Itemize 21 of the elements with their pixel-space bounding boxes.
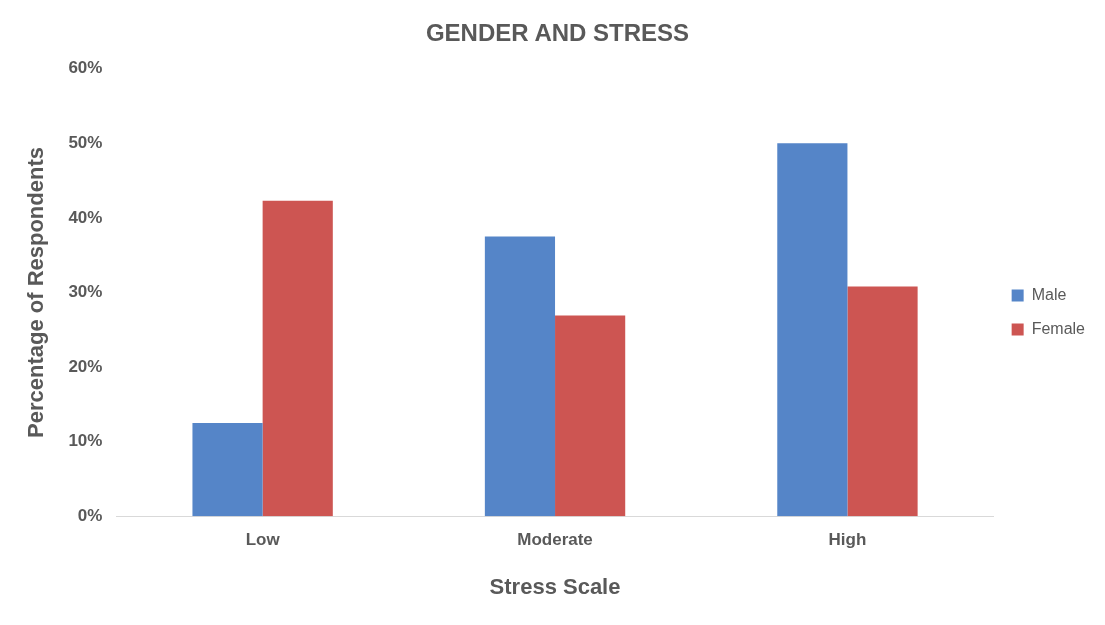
bar (262, 200, 333, 517)
bar (484, 236, 556, 517)
bar (555, 315, 626, 517)
y-tick-label: 10% (68, 431, 103, 451)
x-tick-label: Moderate (517, 530, 593, 550)
y-tick-label: 40% (68, 207, 103, 227)
bar (192, 422, 263, 517)
y-tick-label: 20% (68, 356, 103, 376)
y-tick-label: 0% (77, 505, 103, 525)
bar (847, 286, 918, 517)
x-axis-title: Stress Scale (489, 573, 621, 599)
x-tick-label: High (828, 530, 867, 550)
y-tick-label: 30% (68, 282, 103, 302)
legend-label: Female (1031, 319, 1086, 337)
legend-label: Male (1031, 285, 1067, 303)
y-tick-label: 60% (68, 58, 103, 78)
y-tick-label: 50% (68, 133, 103, 153)
bar (777, 143, 848, 517)
y-axis-title: Percentage of Respondents (23, 147, 49, 438)
x-tick-label: Low (245, 530, 281, 550)
chart-title: GENDER AND STRESS (425, 19, 690, 47)
